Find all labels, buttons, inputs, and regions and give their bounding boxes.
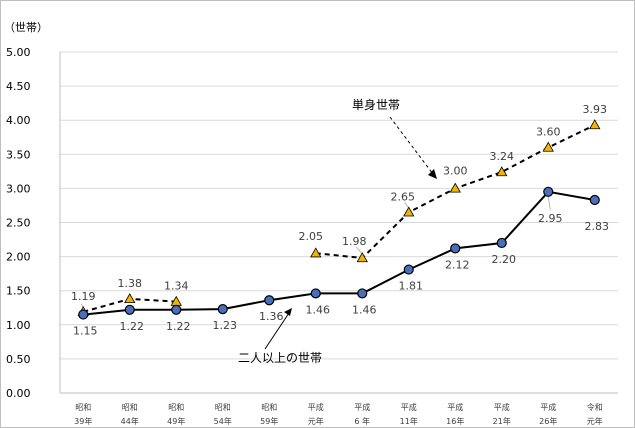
y-tick-label: 1.00 (6, 319, 31, 332)
leader-line (355, 246, 363, 255)
data-point (124, 293, 136, 304)
annotation-arrow-multi (264, 312, 290, 350)
series-markers (77, 119, 601, 320)
x-tick-label-era: 令和 (587, 402, 603, 412)
x-tick-label-year: 44年 (121, 416, 139, 426)
arrowhead-single (428, 169, 437, 179)
data-label-single: 1.19 (71, 290, 96, 303)
data-label-multi: 2.12 (445, 258, 470, 271)
x-tick-label-era: 昭和 (168, 403, 184, 412)
data-point (543, 186, 554, 197)
data-point (264, 295, 275, 306)
y-tick-label: 0.00 (6, 387, 31, 400)
x-tick-label-era: 平成 (308, 402, 324, 412)
data-point (171, 304, 182, 315)
x-tick-label-year: 6 年 (354, 416, 370, 426)
x-tick-label-year: 54年 (214, 416, 232, 426)
data-point (496, 237, 507, 249)
y-axis-label: （世帯） (4, 21, 48, 34)
x-tick-label-era: 平成 (540, 402, 556, 412)
y-tick-label: 2.50 (6, 217, 31, 230)
y-tick-label: 0.50 (6, 353, 31, 366)
data-label-single: 1.98 (342, 235, 367, 248)
data-point (496, 166, 508, 177)
series-name-multi: 二人以上の世帯 (238, 351, 322, 365)
y-tick-label: 2.00 (6, 251, 31, 264)
data-label-multi: 1.81 (399, 280, 424, 293)
data-label-multi: 1.36 (259, 310, 284, 323)
x-tick-label-year: 49年 (167, 416, 185, 426)
x-tick-label-era: 平成 (494, 402, 510, 412)
data-label-single: 2.05 (299, 230, 324, 243)
data-label-multi: 1.46 (306, 303, 331, 316)
y-axis: 0.00 0.50 1.00 1.50 2.00 2.50 3.00 3.50 4.00 4.50… (6, 46, 61, 400)
leader-line (547, 196, 551, 210)
x-tick-label-era: 昭和 (215, 403, 231, 412)
series-line-multi (83, 190, 595, 316)
y-tick-label: 1.50 (6, 285, 31, 298)
x-tick-label-year: 21年 (493, 416, 511, 426)
data-label-multi: 1.22 (166, 320, 191, 333)
series-name-single: 単身世帯 (352, 97, 400, 112)
x-tick-label-era: 平成 (354, 402, 370, 412)
data-point (449, 182, 461, 193)
x-tick-label-era: 平成 (447, 402, 463, 412)
data-point (310, 247, 322, 258)
x-tick-label-year: 元年 (308, 416, 324, 426)
y-tick-label: 4.00 (6, 114, 31, 127)
x-tick-label-era: 昭和 (122, 403, 138, 412)
data-label-multi: 1.22 (120, 320, 145, 333)
data-labels: 1.19 1.38 1.34 2.05 1.98 2.65 3.00 3.24 3.60 3.93… (71, 103, 609, 338)
data-label-single: 3.24 (490, 150, 515, 163)
arrowhead-multi (284, 308, 292, 316)
leader-line (404, 202, 410, 209)
data-point (403, 206, 415, 217)
data-label-single: 1.34 (164, 280, 189, 293)
data-label-single: 1.38 (118, 277, 143, 290)
x-tick-label-year: 11年 (400, 416, 418, 426)
data-label-multi: 2.20 (492, 253, 517, 266)
data-label-single: 3.60 (536, 125, 561, 138)
x-tick-label-era: 平成 (401, 402, 417, 412)
data-point (542, 141, 554, 152)
data-label-single: 3.93 (583, 103, 608, 116)
data-point (124, 304, 135, 315)
x-tick-label-year: 元年 (587, 416, 603, 426)
x-tick-label-era: 昭和 (75, 403, 91, 412)
y-tick-label: 3.50 (6, 148, 31, 161)
x-tick-label-year: 39年 (74, 416, 92, 426)
data-point (78, 309, 89, 320)
x-tick-label-era: 昭和 (261, 403, 277, 412)
data-point (356, 252, 368, 263)
data-label-multi: 2.83 (585, 220, 610, 233)
data-point (403, 264, 414, 275)
data-label-multi: 2.95 (538, 212, 563, 225)
y-tick-label: 5.00 (6, 46, 31, 59)
x-tick-label-year: 59年 (260, 416, 278, 426)
data-point (357, 288, 368, 299)
data-point (310, 288, 321, 299)
x-tick-label-year: 16年 (446, 416, 464, 426)
data-label-single: 3.00 (443, 164, 468, 177)
x-tick-label-year: 26年 (539, 416, 557, 426)
data-label-multi: 1.46 (352, 303, 377, 316)
data-label-single: 2.65 (391, 190, 416, 203)
data-point (450, 243, 461, 254)
y-tick-label: 3.00 (6, 182, 31, 195)
data-label-multi: 1.15 (73, 325, 98, 338)
gridlines (60, 51, 618, 360)
data-point (217, 304, 228, 315)
data-point (589, 119, 601, 130)
data-label-multi: 1.23 (213, 319, 238, 332)
data-point (589, 194, 600, 206)
y-tick-label: 4.50 (6, 80, 31, 93)
